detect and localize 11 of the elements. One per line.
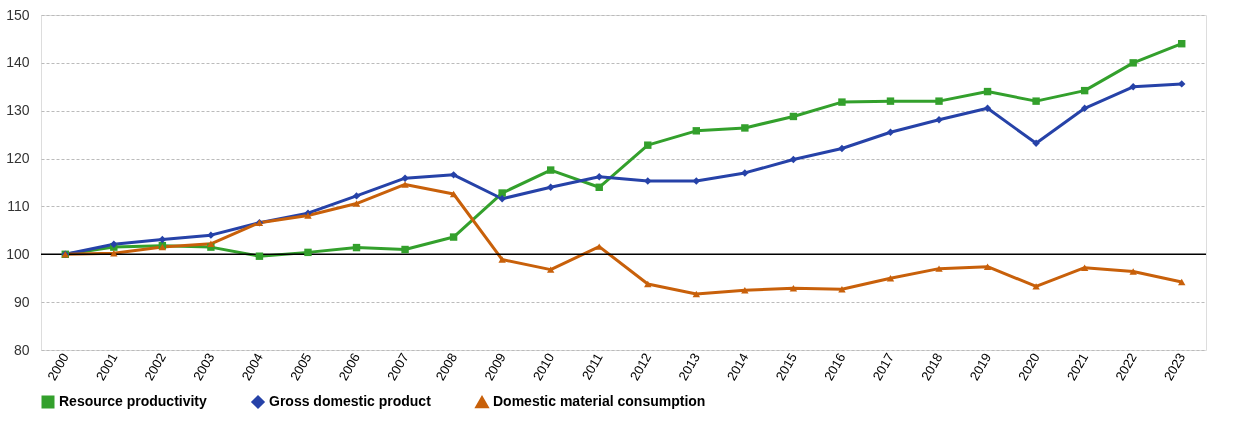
y-tick-label: 80: [13, 341, 30, 358]
legend-label: Resource productivity: [59, 393, 208, 409]
y-tick-label: 120: [6, 150, 30, 167]
y-tick-label: 130: [6, 102, 30, 119]
y-tick-label: 90: [13, 293, 30, 310]
y-tick-label: 100: [6, 245, 30, 262]
legend-label: Gross domestic product: [269, 393, 432, 409]
y-tick-label: 110: [7, 197, 30, 214]
legend-label: Domestic material consumption: [493, 393, 706, 410]
y-tick-label: 150: [6, 6, 30, 23]
y-tick-label: 140: [6, 54, 30, 71]
